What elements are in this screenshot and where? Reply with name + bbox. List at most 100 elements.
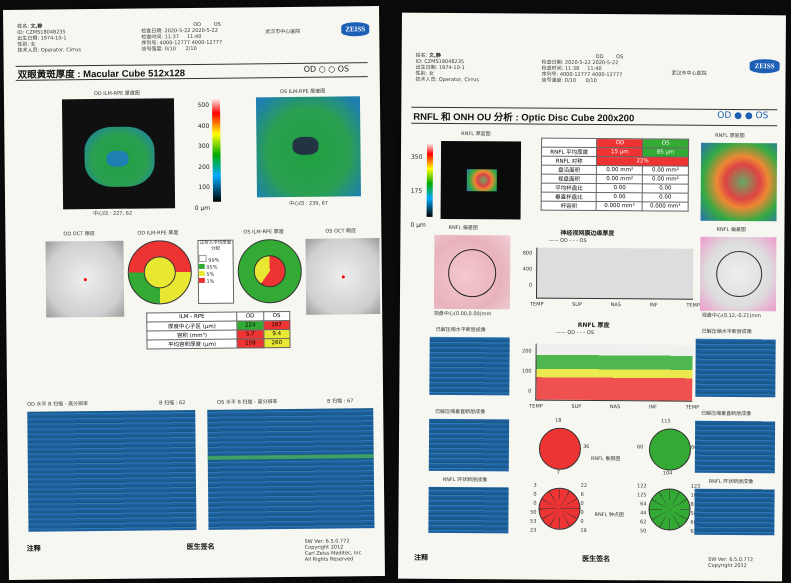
rnfl-profile-chart [535,343,693,402]
os-thickness-map [255,96,361,198]
os-bscan-image [207,408,375,530]
zeiss-logo: ZEISS [749,59,780,74]
os-quadrant-chart [648,428,692,471]
od-sector-chart [127,240,193,305]
od-quadrant-inferior: 7 [556,469,560,476]
table-row: RNFL 对称 22% [541,156,689,167]
doctor-signature-label: 医生签名 [582,554,611,564]
ilm-rpe-table: ILM - RPE OD OS 厚度中心子区 (μm) 224 167 容积 (mm³)… [146,310,291,350]
table-row: 平均杯盘比 0.00 0.00 [541,183,689,194]
od-sector-inner [143,256,176,289]
od-clock-chart [538,487,581,530]
eye-selector: OD ○ ○ OS [303,64,350,74]
os-map-center [292,136,319,155]
exam-info: OD OS 检查日期: 2020-5-22 2020-5-22 检查时间: 11… [541,54,624,85]
os-scan-circle [716,250,763,298]
hospital-name: 武汉市中心医院 [265,28,301,36]
os-quadrant-temporal: 60 [636,444,644,451]
od-quadrant-chart [538,427,582,470]
exam-info: OD OS 检查日期: 2020-5-22 2020-5-22 检查时间: 11… [141,21,223,53]
od-rnfl-circle-label: RNFL 环状断层成像 [442,476,488,484]
od-clock-values: 3 0 0 50 53 23 [529,482,537,534]
os-bscan-layer [207,454,374,460]
od-thickness-map [61,98,176,210]
od-rnfl-scale: 350 175 0 μm [410,153,426,229]
comments-label: 注释 [26,544,41,553]
neuroretinal-rim-y-axis: 800 400 0 [522,250,533,289]
table-row: 视盘面积 0.00 mm² 0.00 mm² [541,174,689,185]
os-rnfl-circle-image [694,488,775,536]
od-quadrant-superior: 18 [555,417,562,424]
os-fundus-image [305,238,381,315]
os-sector-inner [253,255,286,288]
od-extracted-vertical-image [428,418,510,472]
rnfl-profile-legend: —— OD - - - OS [555,329,595,337]
os-fundus-marker [341,275,345,279]
os-extracted-vertical-image [694,420,776,474]
os-rnfl-circle-label: RNFL 环状断层成像 [708,478,754,486]
os-extracted-vertical-label: 已解压缩垂直断层成像 [701,410,752,418]
od-clock-values-right: 22 6 0 0 0 19 [580,482,588,534]
table-row: 盘沿面积 0.00 mm² 0.00 mm² [541,165,689,176]
hospital-name: 武汉市中心医院 [671,70,707,77]
patient-info: 姓名: 文,静 ID: CZMS18048235 出生日期: 1974-10-1… [415,52,480,84]
neuroretinal-rim-x-axis: TEMP SUP NAS INF TEMP [529,301,700,309]
od-rnfl-deviation-label: RNFL 偏差图 [448,224,478,232]
os-quadrant-inferior: 104 [662,470,673,477]
os-sector-label: OS ILM-RPE 厚度 [243,229,284,236]
os-quadrant-superior: 115 [661,418,671,425]
neuroretinal-rim-chart [535,247,694,300]
quadrant-label: RNFL 象限图 [590,455,621,463]
table-row: 平均容积厚度 (μm) 159 260 [146,338,291,349]
od-fundus-marker [83,278,87,282]
od-rnfl-thickness-map [440,140,522,220]
od-rnfl-circle-image [428,486,509,534]
od-rnfl-scale-bar [426,142,434,217]
od-scan-circle [447,248,497,298]
thickness-scale-bar [211,97,222,202]
od-bscan-number: B 扫描 : 62 [159,400,186,407]
rnfl-profile-y-axis: 200 100 0 [521,348,532,395]
os-rnfl-deviation-label: RNFL 偏差图 [716,226,746,234]
os-clock-chart [648,488,691,531]
os-bscan-label: OS 水平 B 扫描 - 高分辨率 [217,399,278,406]
patient-info: 姓名: 文,静 ID: CZMS18048235 出生日期: 1974-10-1… [17,23,82,54]
od-fundus-image [45,240,125,318]
os-rnfl-thickness-label: RNFL 厚度图 [715,132,745,140]
od-disc-center: 视盘中心(0.00,0.00)mm [433,310,492,318]
os-fovea-center: 中心凹 : 239, 67 [289,200,329,207]
doctor-signature-label: 医生签名 [186,542,215,552]
od-rnfl-map-fill [466,169,497,192]
rnfl-thickness-profile-title: RNFL 厚度 [577,321,610,330]
od-fundus-label: OD OCT 眼底 [63,231,95,238]
od-sector-label: OD ILM-RPE 厚度 [137,230,179,237]
os-clock-values: 122 125 64 44 62 50 [637,483,647,535]
thickness-scale-labels: 500 400 300 200 100 0 μm [194,101,211,212]
od-extracted-horizontal-image [429,336,510,396]
table-row: 杯容积 0.000 mm³ 0.000 mm³ [541,201,689,212]
od-map-label: OD ILM-RPE 厚度图 [93,90,140,98]
os-rnfl-thickness-map [700,142,778,222]
od-map-center [106,150,129,167]
rnfl-report-page: 姓名: 文,静 ID: CZMS18048235 出生日期: 1974-10-1… [398,12,786,582]
od-rnfl-deviation-map [433,234,511,310]
table-row: RNFL 平均厚度 15 μm 85 μm [541,147,689,158]
software-footer: SW Ver: 6.5.0.772 Copyright 2012 Carl Zeis… [304,538,362,563]
zeiss-logo: ZEISS [341,22,370,37]
od-bscan-image [27,409,197,532]
neuroretinal-rim-title: 神经视网膜边缘厚度 [560,229,615,238]
rnfl-normative-bands [536,343,693,401]
os-extracted-horizontal-image [695,338,776,398]
od-fovea-center: 中心凹 : 227, 62 [93,210,133,218]
os-map-label: OS ILM-RPE 厚度图 [279,88,326,96]
od-extracted-vertical-label: 已解压缩垂直断层成像 [435,408,486,416]
title-rule-bottom [411,122,778,127]
clock-label: RNFL 钟点图 [594,512,624,519]
comments-label: 注释 [414,553,429,562]
od-quadrant-nasal: 36 [582,443,590,450]
macular-report-page: 姓名: 文,静 ID: CZMS18048235 出生日期: 1974-10-1… [3,6,385,580]
os-extracted-horizontal-label: 已解压缩水平断层成像 [701,328,752,336]
page-title: RNFL 和 ONH OU 分析 : Optic Disc Cube 200x2… [413,111,635,125]
neuroretinal-rim-legend: —— OD - - - OS [548,237,587,244]
od-extracted-horizontal-label: 已解压缩水平断层成像 [435,326,486,334]
